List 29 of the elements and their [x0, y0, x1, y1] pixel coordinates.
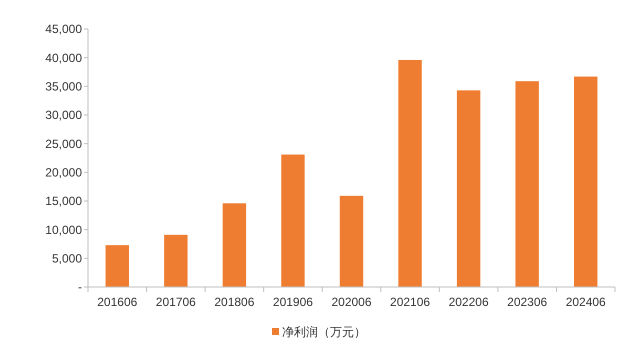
x-tick-label: 202206	[448, 295, 489, 309]
y-tick-label: 20,000	[45, 166, 82, 180]
bar	[340, 196, 364, 287]
y-tick-label: 45,000	[45, 22, 82, 36]
y-tick-label: 35,000	[45, 80, 82, 94]
y-tick-label: 10,000	[45, 222, 82, 237]
x-tick-label: 201806	[214, 295, 255, 309]
bar	[456, 90, 480, 287]
y-tick-label: 25,000	[45, 136, 82, 151]
x-tick-label: 202006	[331, 295, 372, 309]
bar	[398, 60, 422, 287]
bar	[574, 76, 598, 287]
bar	[281, 154, 305, 287]
bar	[222, 203, 246, 287]
legend-label: 净利润（万元）	[282, 325, 366, 339]
y-tick-label: 30,000	[45, 108, 82, 122]
x-tick-label: 201706	[156, 295, 196, 309]
y-tick-label: 15,000	[45, 194, 82, 208]
bar	[106, 245, 129, 287]
y-tick-label: -	[78, 280, 82, 294]
x-tick-label: 201906	[272, 295, 314, 309]
x-tick-label: 202106	[390, 295, 430, 309]
x-tick-label: 202306	[507, 295, 548, 309]
x-tick-label: 201606	[97, 295, 138, 309]
bar	[164, 234, 188, 287]
x-tick-label: 202406	[566, 295, 606, 309]
y-tick-label: 40,000	[45, 50, 82, 65]
y-tick-label: 5,000	[52, 252, 82, 266]
bar	[515, 81, 539, 287]
